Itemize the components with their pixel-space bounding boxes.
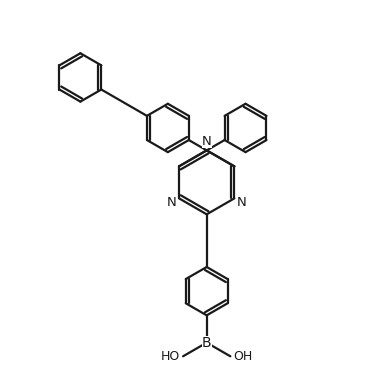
Text: N: N [167,196,176,209]
Text: OH: OH [234,350,253,363]
Text: HO: HO [161,350,180,363]
Text: B: B [202,336,211,350]
Text: N: N [202,135,211,148]
Text: N: N [237,196,247,209]
